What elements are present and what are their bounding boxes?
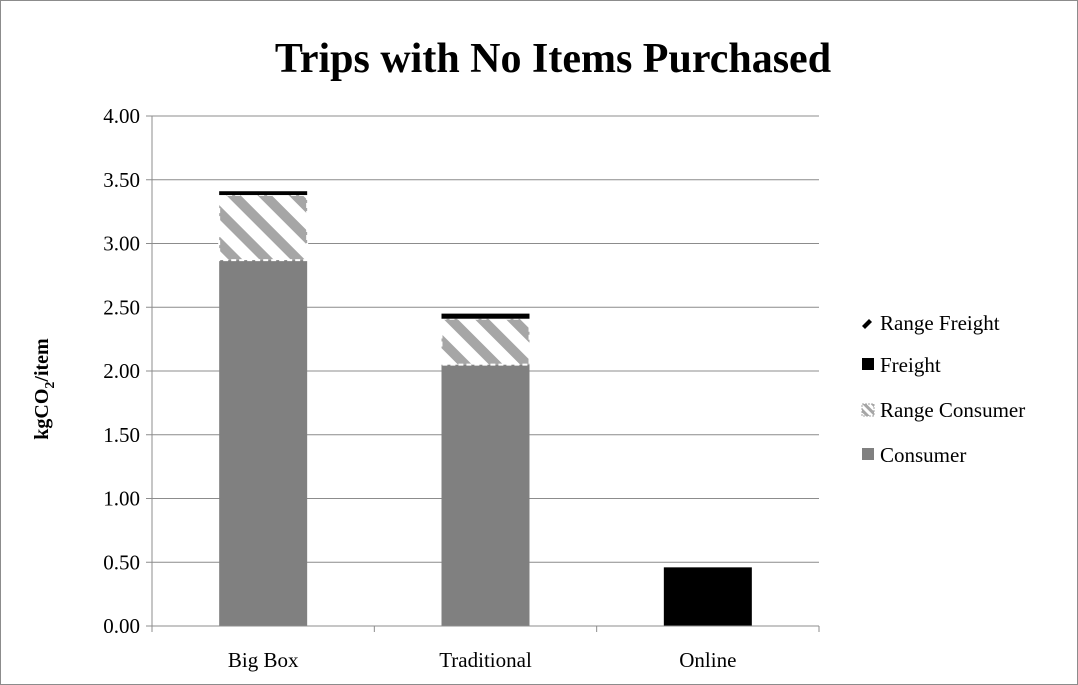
y-tick-label-1-00: 1.00 bbox=[103, 487, 140, 511]
legend-label-range-consumer: Range Consumer bbox=[880, 398, 1025, 422]
bar-traditional-consumer bbox=[441, 364, 530, 626]
bar-big-box-range-freight bbox=[219, 191, 308, 196]
legend-label-range-freight: Range Freight bbox=[880, 311, 1000, 335]
bars bbox=[218, 191, 752, 626]
y-tick-label-2-50: 2.50 bbox=[103, 295, 140, 319]
y-axis-ticks: 0.00 0.50 1.00 1.50 2.00 2.50 3.00 3.50 4.00 bbox=[103, 104, 152, 638]
legend-swatch-range-freight bbox=[862, 319, 872, 329]
legend-label-consumer: Consumer bbox=[880, 443, 966, 467]
y-tick-label-3-50: 3.50 bbox=[103, 168, 140, 192]
legend-swatch-freight bbox=[862, 358, 874, 370]
y-tick-label-2-00: 2.00 bbox=[103, 359, 140, 383]
bar-big-box-range-consumer bbox=[218, 194, 309, 262]
legend-item-range-consumer: Range Consumer bbox=[861, 398, 1025, 422]
y-tick-label-3-00: 3.00 bbox=[103, 232, 140, 256]
axes bbox=[151, 116, 820, 632]
x-tick-label-big-box: Big Box bbox=[228, 648, 299, 672]
y-axis-label: kgCO2/item bbox=[31, 338, 58, 440]
y-tick-label-1-50: 1.50 bbox=[103, 423, 140, 447]
y-axis-label-rest: /item bbox=[31, 338, 53, 383]
bar-traditional-range-freight bbox=[441, 313, 530, 319]
y-axis-label-sub: 2 bbox=[43, 382, 58, 389]
y-tick-label-0-00: 0.00 bbox=[103, 614, 140, 638]
y-tick-label-0-50: 0.50 bbox=[103, 550, 140, 574]
bar-traditional-range-consumer bbox=[440, 317, 531, 366]
chart-title: Trips with No Items Purchased bbox=[275, 36, 831, 82]
legend-item-range-freight: Range Freight bbox=[862, 311, 1000, 335]
legend: Range Freight Freight Range Consumer Con… bbox=[861, 311, 1025, 467]
legend-swatch-range-consumer bbox=[861, 403, 875, 417]
legend-swatch-consumer bbox=[862, 448, 874, 460]
x-tick-label-online: Online bbox=[679, 648, 736, 672]
y-axis-label-main: kgCO bbox=[31, 389, 53, 440]
x-axis-labels: Big Box Traditional Online bbox=[228, 648, 737, 672]
legend-item-consumer: Consumer bbox=[862, 443, 966, 467]
legend-item-freight: Freight bbox=[862, 353, 941, 377]
x-tick-label-traditional: Traditional bbox=[439, 648, 532, 672]
y-tick-label-4-00: 4.00 bbox=[103, 104, 140, 128]
bar-online-freight bbox=[663, 567, 752, 626]
legend-label-freight: Freight bbox=[880, 353, 941, 377]
bar-big-box-consumer bbox=[219, 260, 308, 626]
